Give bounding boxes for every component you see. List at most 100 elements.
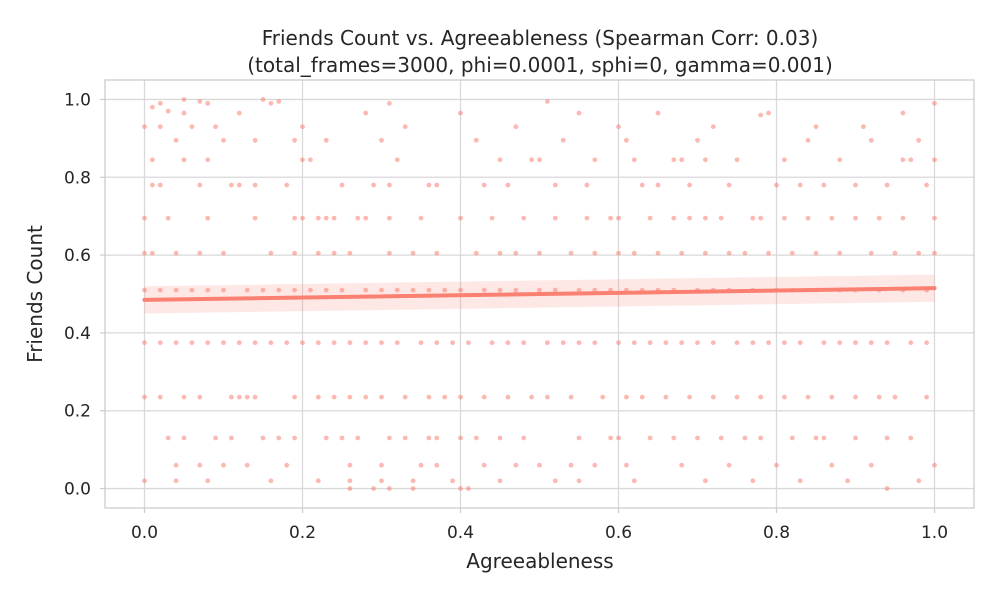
data-point [600,394,606,400]
data-point [608,435,613,441]
data-point [805,137,811,143]
data-point [221,462,226,468]
data-point [292,137,297,143]
data-point [394,340,400,346]
data-point [426,287,432,293]
data-point [592,250,598,256]
data-point [679,250,685,256]
data-point [142,340,147,346]
plot-frame [104,79,975,509]
data-point [181,435,187,441]
data-point [924,182,929,188]
data-point [410,250,416,256]
data-point [829,394,835,400]
data-point [205,215,211,221]
data-point [742,435,748,441]
data-point [379,340,384,346]
data-point [908,435,914,441]
data-point [260,435,266,441]
data-point [766,340,771,346]
data-point [932,250,937,256]
data-point [782,157,787,163]
data-point [410,486,416,491]
data-point [631,250,637,256]
chart-title-line-2: (total_frames=3000, phi=0.0001, sphi=0, … [247,53,833,77]
data-point [758,215,764,221]
data-point [616,340,621,346]
data-point [829,215,835,221]
data-point [323,215,329,221]
data-point [592,462,598,468]
data-point [323,287,329,293]
data-point [402,394,408,400]
x-tick-label-4: 0.8 [763,523,790,543]
data-point [868,250,874,256]
data-point [789,250,795,256]
data-point [473,137,479,143]
data-point [837,157,843,163]
data-point [545,340,550,346]
data-point [497,287,503,293]
data-point [450,340,455,346]
data-point [252,394,258,400]
data-point [853,340,858,346]
data-point [505,394,511,400]
data-point [916,137,922,143]
data-point [284,462,290,468]
data-point [742,250,748,256]
data-point [418,215,424,221]
data-point [521,340,527,346]
data-point [252,182,258,188]
data-point [513,462,519,468]
data-point [308,287,313,293]
data-point [292,287,297,293]
data-point [821,340,827,346]
data-point [750,340,756,346]
x-tick-label-0: 0.0 [131,523,158,543]
data-point [426,182,432,188]
data-point [497,250,503,256]
data-point [616,215,621,221]
data-point [647,215,653,221]
data-point [576,340,582,346]
data-point [797,478,803,484]
data-point [205,157,211,163]
data-point [387,486,392,491]
data-point [323,137,329,143]
data-point [663,394,669,400]
data-point [924,394,929,400]
data-point [671,215,677,221]
data-point [766,250,771,256]
data-point [758,435,764,441]
data-point [157,340,163,346]
data-point [821,435,827,441]
data-point [726,182,732,188]
data-point [458,486,463,491]
data-point [142,124,147,130]
data-point [639,182,645,188]
data-point [900,157,906,163]
data-point [489,215,495,221]
data-point [347,478,353,484]
data-point [173,250,179,256]
data-point [363,215,369,221]
data-point [165,435,171,441]
data-point [442,394,448,400]
data-point [394,287,400,293]
data-point [908,157,914,163]
data-point [394,157,400,163]
data-point [466,486,471,491]
data-point [276,287,282,293]
data-point [229,435,234,441]
data-point [221,340,226,346]
data-point [379,137,384,143]
data-point [150,157,155,163]
data-point [497,157,503,163]
data-point [718,215,724,221]
data-point [197,250,203,256]
y-tick-label-5: 1.0 [64,90,91,110]
y-tick-label-2: 0.4 [64,324,91,344]
data-point [315,394,321,400]
data-point [497,478,503,484]
